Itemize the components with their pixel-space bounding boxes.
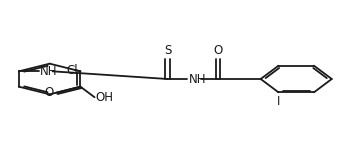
Text: S: S [164, 44, 171, 57]
Text: NH: NH [40, 65, 58, 78]
Text: O: O [214, 44, 223, 57]
Text: OH: OH [96, 91, 114, 104]
Text: Cl: Cl [66, 64, 78, 77]
Text: O: O [45, 86, 54, 99]
Text: NH: NH [189, 73, 206, 85]
Text: I: I [277, 95, 280, 108]
